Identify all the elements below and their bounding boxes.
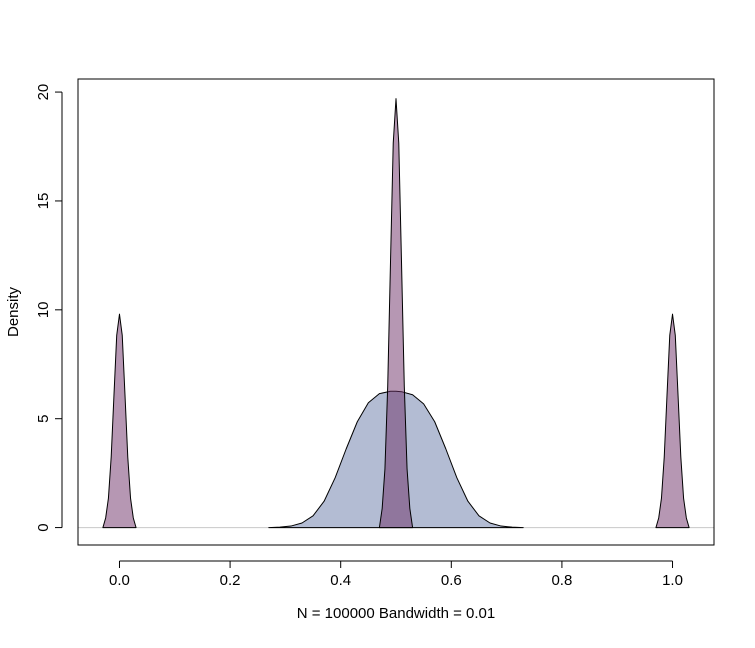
density-curve-2	[102, 313, 137, 529]
x-tick-label: 1.0	[662, 572, 683, 589]
plot-frame	[77, 78, 715, 546]
x-tick-label: 0.8	[551, 572, 572, 589]
y-tick-label: 20	[35, 84, 52, 101]
x-tick-label: 0.0	[109, 572, 130, 589]
y-axis-label: Density	[5, 286, 22, 337]
density-curves	[102, 98, 690, 529]
x-tick-label: 0.2	[220, 572, 241, 589]
y-tick-label: 0	[35, 523, 52, 531]
x-axis-label: N = 100000 Bandwidth = 0.01	[297, 605, 496, 622]
y-tick-label: 10	[35, 301, 52, 318]
density-curve-4	[655, 313, 690, 529]
x-tick-label: 0.6	[441, 572, 462, 589]
x-axis: 0.0 0.2 0.4 0.6 0.8 1.0	[109, 560, 683, 589]
x-tick-label: 0.4	[330, 572, 351, 589]
y-tick-label: 5	[35, 415, 52, 423]
y-axis: 0 5 10 15 20	[35, 84, 63, 532]
density-curve-3	[378, 98, 414, 529]
y-tick-label: 15	[35, 193, 52, 210]
